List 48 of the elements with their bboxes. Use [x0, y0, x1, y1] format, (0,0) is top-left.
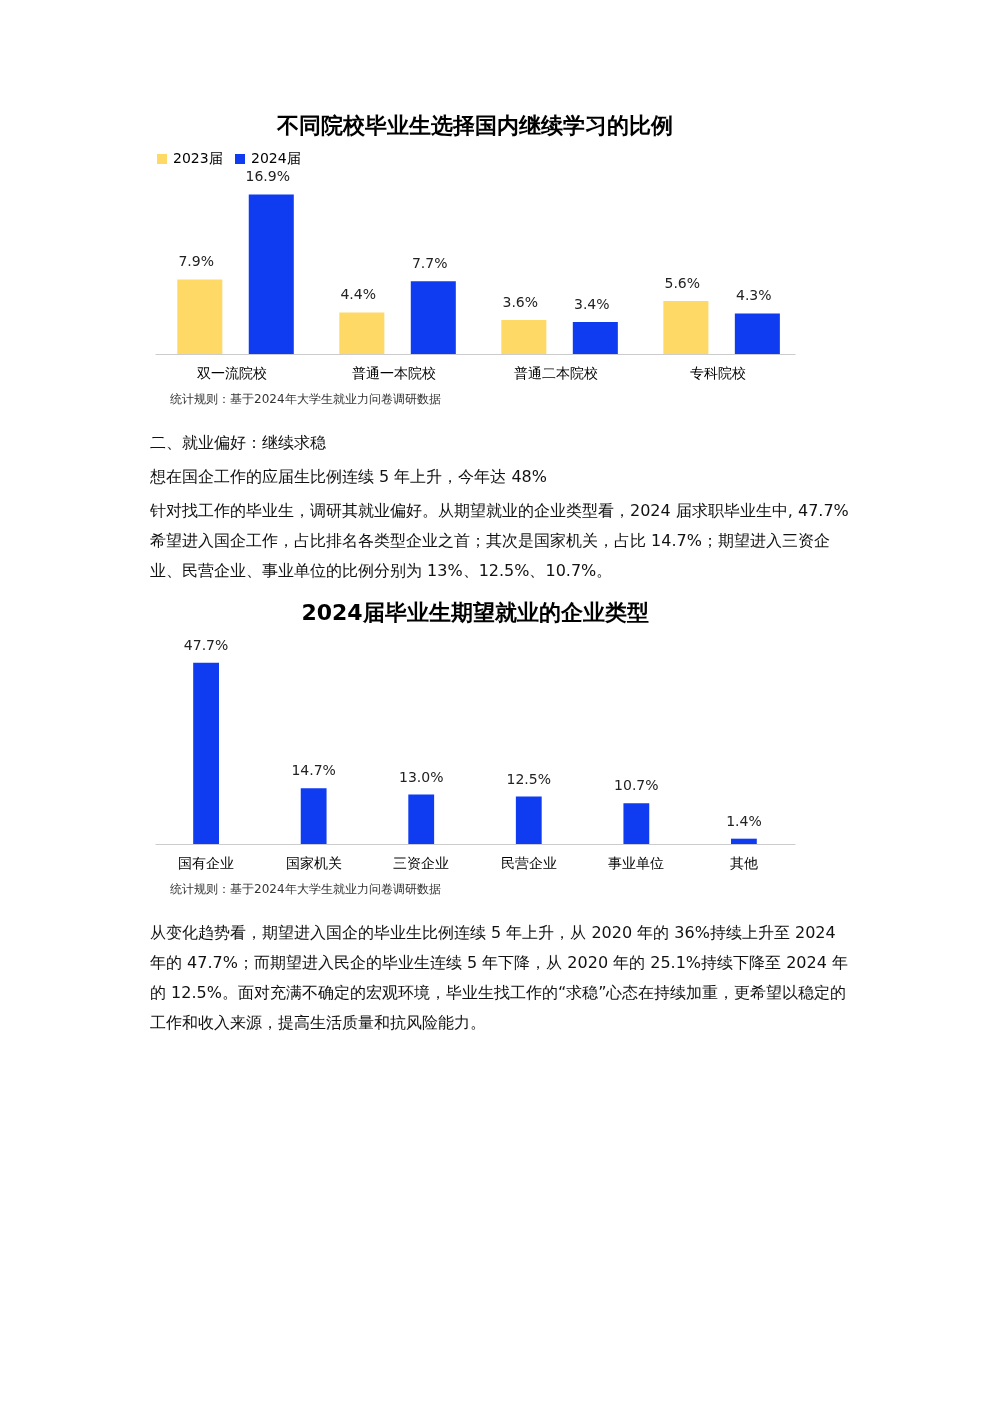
- data-label: 4.4%: [340, 286, 377, 303]
- legend-label: 2024届: [251, 150, 301, 166]
- text: 统计规则：基于2024年大学生就业力问卷调研数据: [170, 391, 442, 408]
- data-label: 5.6%: [664, 275, 701, 292]
- bar: [623, 803, 650, 844]
- x-tick-label: 民营企业: [500, 854, 557, 871]
- x-tick-label: 普通二本院校: [514, 364, 599, 381]
- text: 针对找工作的毕业生，调研其就业偏好。从期望就业的企业类型看，2024 届求职毕业生中, 47.7%希望进入国企工作，占比排名各类型企业之首；其次是国家机关，占比 14.7%；期望进入三资企业、民营企业、事业单位的比例分别为 13%、12.5%、10.7%。: [150, 500, 850, 582]
- bar: [339, 312, 385, 354]
- data-label: 13.0%: [398, 768, 444, 785]
- data-label: 7.9%: [178, 253, 215, 270]
- data-label: 12.5%: [506, 770, 552, 787]
- x-tick-label: 专科院校: [690, 364, 747, 381]
- bar: [734, 313, 780, 354]
- data-label: 4.3%: [735, 287, 772, 304]
- bar: [501, 320, 547, 354]
- bar: [300, 788, 327, 844]
- bar: [410, 281, 456, 354]
- bar: [663, 301, 709, 354]
- bar: [193, 662, 219, 844]
- data-label: 10.7%: [614, 777, 659, 794]
- data-label: 14.7%: [291, 762, 336, 779]
- data-label: 3.4%: [573, 295, 610, 312]
- data-label: 16.9%: [245, 168, 290, 185]
- chart-title: 2024届毕业生期望就业的企业类型: [301, 599, 649, 625]
- bar: [731, 838, 757, 844]
- x-tick-label: 普通一本院校: [351, 364, 436, 381]
- bar: [248, 194, 294, 354]
- legend-label: 2023届: [173, 150, 223, 166]
- text: 想在国企工作的应届生比例连续 5 年上升，今年达 48%: [150, 466, 548, 488]
- x-tick-label: 双一流院校: [196, 364, 267, 381]
- text: 统计规则：基于2024年大学生就业力问卷调研数据: [170, 881, 442, 898]
- x-tick-label: 国家机关: [285, 854, 342, 871]
- text: 从变化趋势看，期望进入国企的毕业生比例连续 5 年上升，从 2020 年的 36%持续上升至 2024 年的 47.7%；而期望进入民企的毕业生连续 5 年下降，从 2020 年的 25.1%持续下降至 2024 年的 12.5%。面对充满不确定的宏观环境，毕业生找工作的“求稳”心态在持续加重，更希望以稳定的工作和收入来源，提高生活质量和抗风险能力。: [150, 922, 849, 1034]
- bar: [515, 796, 542, 844]
- data-label: 47.7%: [183, 636, 229, 653]
- bar: [408, 794, 435, 844]
- bar: [177, 279, 223, 354]
- text: 二、就业偏好：继续求稳: [150, 432, 327, 454]
- data-label: 7.7%: [411, 255, 448, 272]
- data-label: 1.4%: [726, 812, 762, 829]
- data-label: 3.6%: [502, 294, 539, 310]
- x-tick-label: 三资企业: [393, 854, 450, 871]
- bar: [572, 321, 618, 354]
- x-tick-label: 事业单位: [608, 854, 665, 871]
- chart-title: 不同院校毕业生选择国内继续学习的比例: [276, 113, 673, 138]
- x-tick-label: 其他: [729, 854, 758, 871]
- x-tick-label: 国有企业: [178, 854, 235, 871]
